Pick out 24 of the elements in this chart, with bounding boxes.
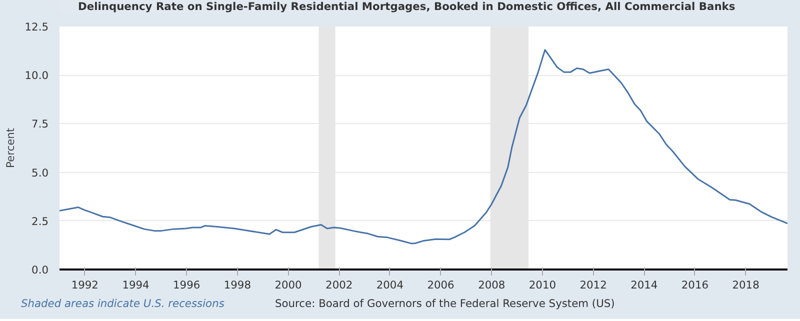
x-tick-label: 2006 (427, 278, 455, 292)
y-tick-label: 12.5 (24, 20, 49, 34)
x-tick-label: 2002 (326, 278, 353, 292)
x-tick-label: 2004 (376, 278, 404, 292)
x-tick-label: 2010 (528, 278, 556, 292)
y-axis-title: Percent (4, 128, 17, 168)
x-tick-label: 2014 (630, 278, 658, 292)
x-tick-label: 2016 (681, 278, 709, 292)
x-tick-label: 2008 (478, 278, 506, 292)
source-note: Source: Board of Governors of the Federal Reserve System (US) (275, 297, 615, 310)
text: Delinquency Rate on Single-Family Residential Mortgages, Booked in Domestic Offices, All Commercial Banks (78, 0, 736, 13)
y-tick-label: 0.0 (32, 264, 49, 276)
y-tick-label: 7.5 (32, 118, 49, 131)
x-tick-label: 1992 (71, 278, 98, 292)
x-tick-label: 1994 (122, 278, 150, 292)
text: Shaded areas indicate U.S. recessions (21, 297, 224, 310)
y-tick-label: 5.0 (32, 166, 49, 180)
y-tick-label: 10.0 (24, 69, 49, 82)
x-tick-label: 2000 (274, 278, 302, 292)
x-tick-label: 1996 (173, 278, 200, 292)
y-tick-label: 2.5 (32, 214, 49, 228)
x-tick-label: 2018 (732, 278, 760, 292)
x-tick-label: 1998 (224, 278, 252, 292)
x-tick-label: 2012 (580, 278, 607, 292)
